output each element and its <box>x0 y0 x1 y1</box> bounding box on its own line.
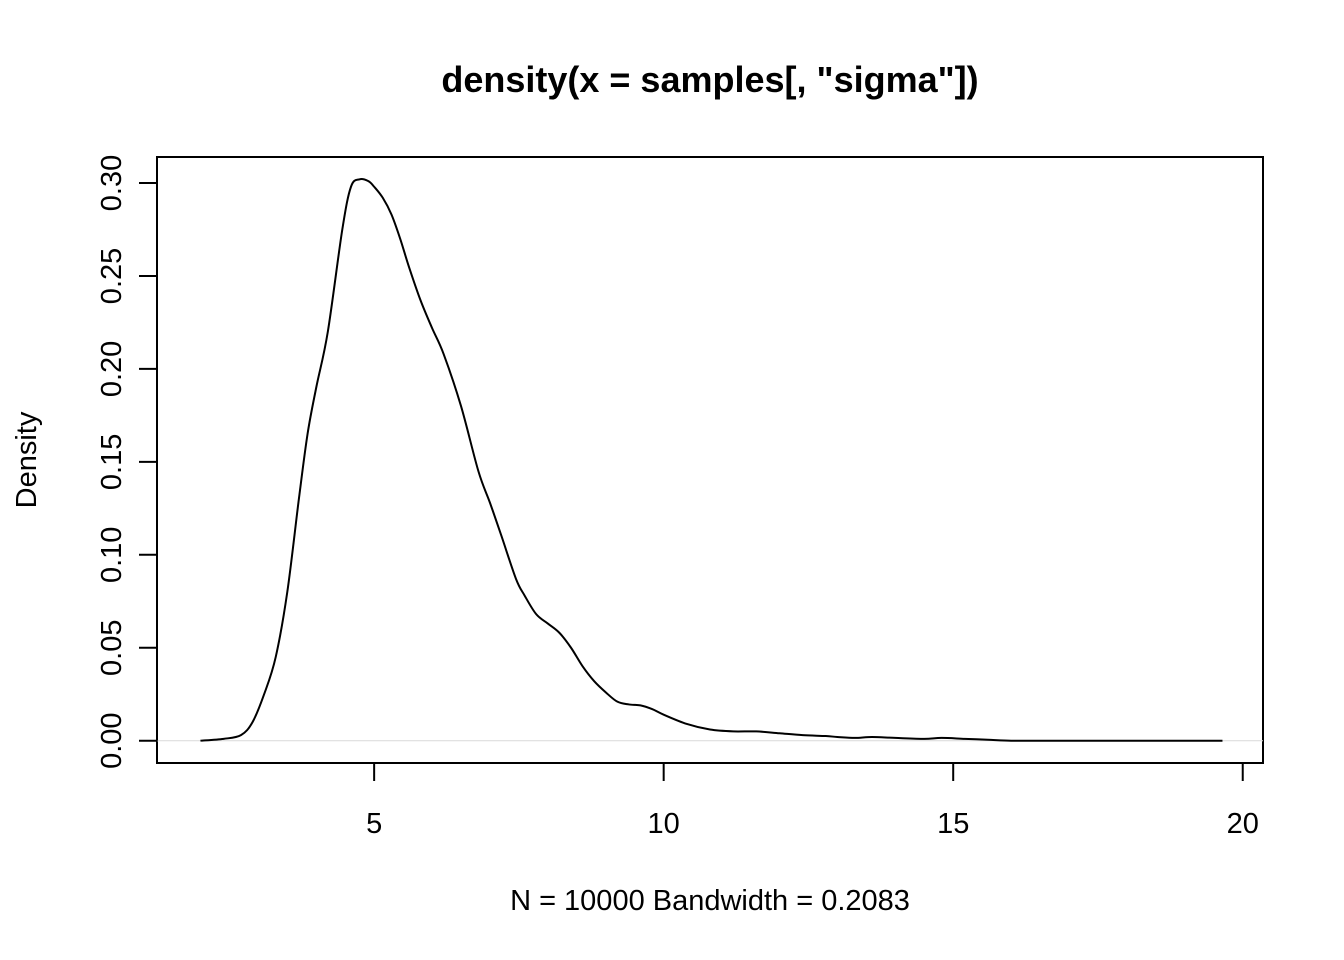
x-axis: 5 10 15 20 <box>366 762 1259 840</box>
y-axis: 0.00 0.05 0.10 0.15 0.20 0.25 0.30 <box>96 155 158 769</box>
y-tick-label: 0.25 <box>96 248 128 304</box>
x-tick-label: 15 <box>937 808 969 840</box>
y-tick-label: 0.10 <box>96 527 128 583</box>
y-tick-label: 0.05 <box>96 620 128 676</box>
y-tick-label: 0.20 <box>96 341 128 397</box>
density-curve <box>200 178 1223 742</box>
y-axis-label: Density <box>11 411 43 508</box>
x-axis-label: N = 10000 Bandwidth = 0.2083 <box>510 885 910 917</box>
y-tick-label: 0.00 <box>96 712 128 768</box>
x-tick-label: 5 <box>366 808 382 840</box>
x-tick-label: 10 <box>648 808 680 840</box>
y-tick-label: 0.30 <box>96 155 128 211</box>
chart-title: density(x = samples[, "sigma"]) <box>441 59 978 100</box>
y-tick-label: 0.15 <box>96 434 128 490</box>
x-tick-label: 20 <box>1227 808 1259 840</box>
plot-frame <box>156 156 1264 764</box>
